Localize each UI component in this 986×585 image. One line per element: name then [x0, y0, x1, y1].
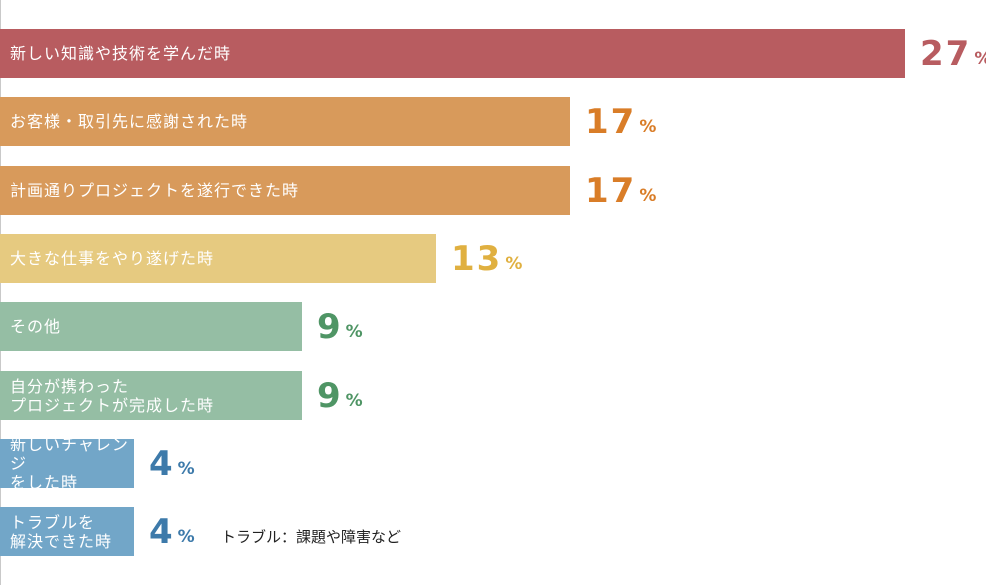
value-number: 17 [585, 101, 637, 142]
category-label: トラブルを 解決できた時 [10, 512, 113, 551]
value-label: 9% [317, 371, 363, 420]
category-label: 計画通りプロジェクトを遂行できた時 [10, 181, 300, 200]
bar: 新しいチャレンジ をした時 [0, 435, 134, 492]
value-unit: % [505, 253, 523, 274]
bar: 計画通りプロジェクトを遂行できた時 [0, 166, 570, 215]
value-number: 4 [149, 443, 175, 484]
bar: 大きな仕事をやり遂げた時 [0, 234, 436, 283]
bar: トラブルを 解決できた時 [0, 507, 134, 556]
value-label: 4% [149, 439, 195, 488]
bar: 新しい知識や技術を学んだ時 [0, 29, 905, 78]
value-label: 4% [149, 507, 195, 556]
value-unit: % [639, 185, 657, 206]
annotation-note: トラブル：課題や障害など [221, 528, 402, 546]
value-number: 9 [317, 306, 343, 347]
value-label: 13% [451, 234, 522, 283]
value-unit: % [177, 526, 195, 547]
value-number: 17 [585, 170, 637, 211]
value-unit: % [639, 116, 657, 137]
bar: その他 [0, 302, 302, 351]
value-number: 9 [317, 375, 343, 416]
bar: 自分が携わった プロジェクトが完成した時 [0, 371, 302, 420]
category-label: 新しいチャレンジ をした時 [10, 435, 129, 492]
value-unit: % [974, 49, 986, 69]
axis-line [0, 0, 1, 585]
value-label: 17% [585, 97, 656, 146]
value-number: 27 [920, 33, 972, 74]
bar: お客様・取引先に感謝された時 [0, 97, 570, 146]
value-unit: % [345, 321, 363, 342]
category-label: 新しい知識や技術を学んだ時 [10, 44, 232, 63]
value-number: 4 [149, 511, 175, 552]
value-number: 13 [451, 238, 503, 279]
value-label: 17% [585, 166, 656, 215]
value-unit: % [345, 390, 363, 411]
value-label: 9% [317, 302, 363, 351]
category-label: その他 [10, 317, 62, 336]
category-label: 自分が携わった プロジェクトが完成した時 [10, 376, 215, 415]
category-label: 大きな仕事をやり遂げた時 [10, 249, 215, 268]
category-label: お客様・取引先に感謝された時 [10, 112, 249, 131]
value-label: 27% [920, 29, 986, 78]
value-unit: % [177, 458, 195, 479]
